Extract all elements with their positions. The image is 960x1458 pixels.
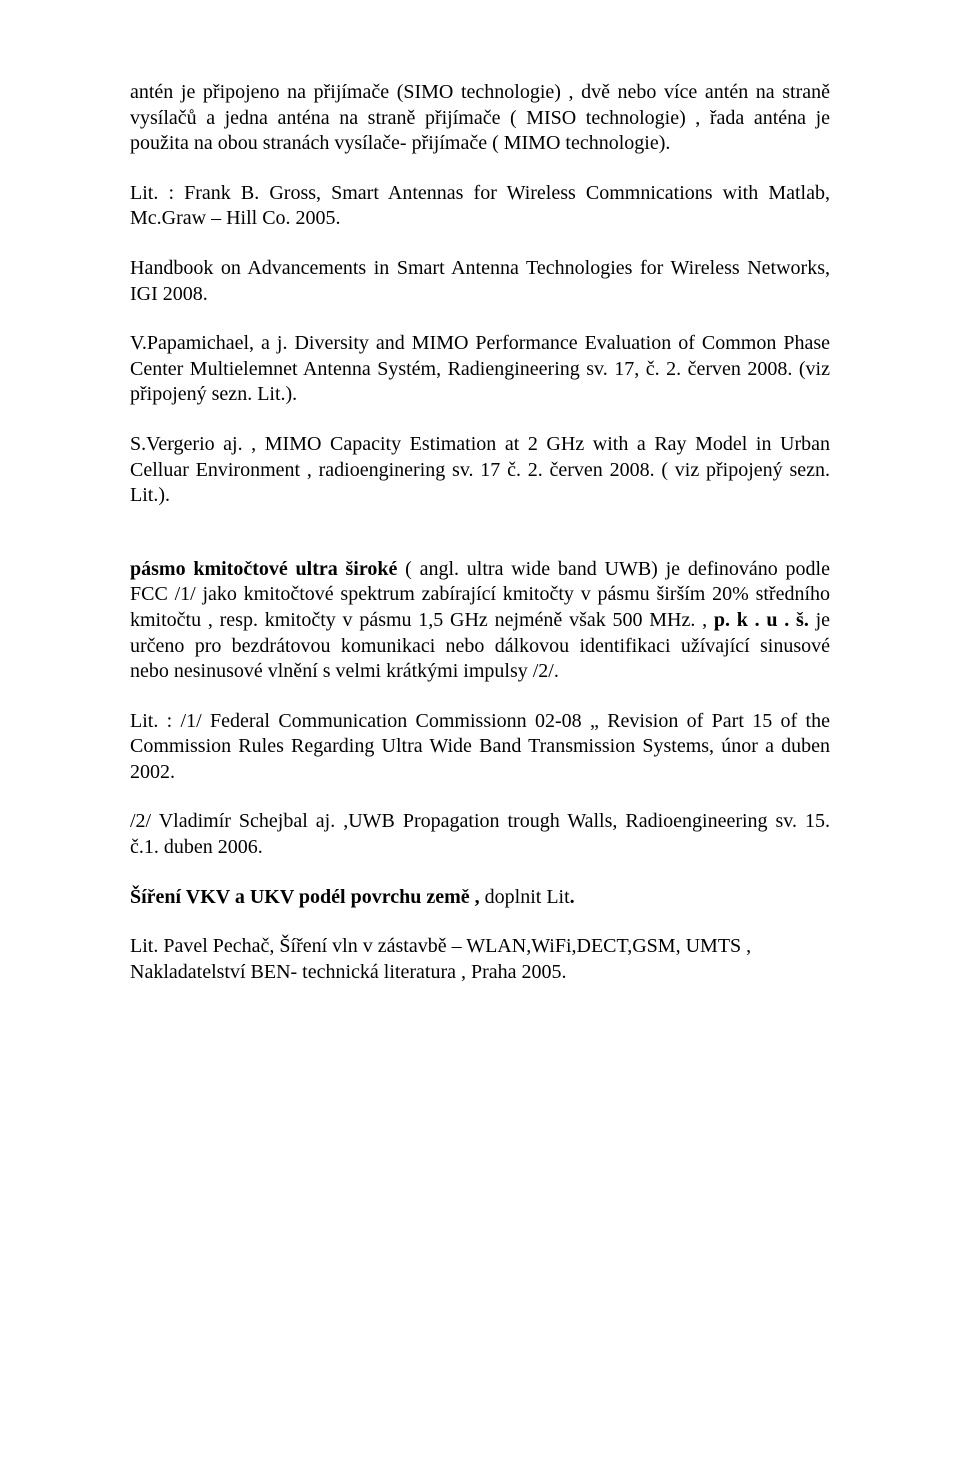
- term-pasmo: pásmo kmitočtové ultra široké: [130, 558, 397, 580]
- paragraph-8: /2/ Vladimír Schejbal aj. ,UWB Propagati…: [130, 809, 830, 860]
- heading-sireni: Šíření VKV a UKV podél povrchu země ,: [130, 886, 485, 908]
- paragraph-6: pásmo kmitočtové ultra široké ( angl. ul…: [130, 557, 830, 685]
- paragraph-7: Lit. : /1/ Federal Communication Commiss…: [130, 709, 830, 786]
- paragraph-1: antén je připojeno na přijímače (SIMO te…: [130, 80, 830, 157]
- paragraph-5: S.Vergerio aj. , MIMO Capacity Estimatio…: [130, 432, 830, 509]
- paragraph-2: Lit. : Frank B. Gross, Smart Antennas fo…: [130, 181, 830, 232]
- term-abbrev: p. k . u . š.: [714, 609, 809, 631]
- paragraph-9: Šíření VKV a UKV podél povrchu země , do…: [130, 885, 830, 911]
- paragraph-4: V.Papamichael, a j. Diversity and MIMO P…: [130, 331, 830, 408]
- paragraph-10: Lit. Pavel Pechač, Šíření vln v zástavbě…: [130, 934, 830, 985]
- p9-dot: .: [570, 886, 575, 908]
- p9-text: doplnit Lit: [485, 886, 570, 908]
- paragraph-3: Handbook on Advancements in Smart Antenn…: [130, 256, 830, 307]
